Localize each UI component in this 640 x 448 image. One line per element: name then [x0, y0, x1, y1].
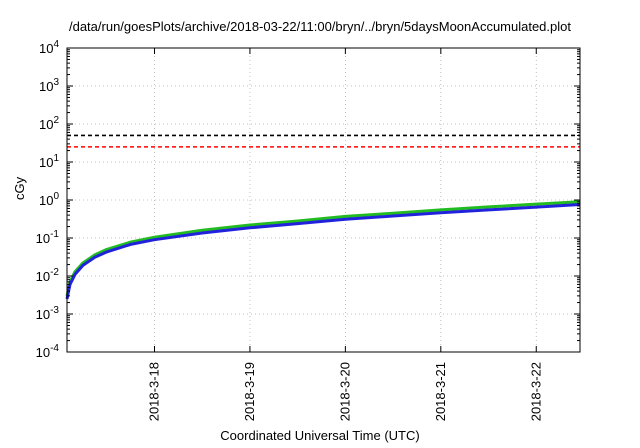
- series-lines: [65, 200, 581, 300]
- x-tick-label: 2018-3-20: [337, 362, 352, 421]
- x-tick-label: 2018-3-22: [528, 362, 543, 421]
- x-tick-label: 2018-3-21: [433, 362, 448, 421]
- y-tick-label: 104: [39, 39, 59, 56]
- y-tick-label: 103: [39, 77, 59, 94]
- y-tick-label: 10-3: [36, 305, 60, 322]
- series-line: [65, 203, 581, 300]
- y-tick-label: 10-4: [36, 343, 60, 360]
- y-tick-label: 102: [39, 115, 59, 132]
- ticks: 10-4 10-3 10-2 10-1 100 101 102 103 104 2018-3-18…: [36, 39, 580, 421]
- y-tick-label: 101: [39, 153, 59, 170]
- y-tick-label: 10-2: [36, 267, 60, 284]
- y-tick-label: 100: [39, 191, 59, 208]
- series-line: [65, 200, 581, 297]
- x-tick-label: 2018-3-18: [146, 362, 161, 421]
- x-axis-label: Coordinated Universal Time (UTC): [220, 428, 420, 443]
- x-tick-label: 2018-3-19: [242, 362, 257, 421]
- chart-title: /data/run/goesPlots/archive/2018-03-22/1…: [68, 19, 571, 34]
- grid: [67, 48, 580, 352]
- threshold-lines: [67, 134, 580, 148]
- y-tick-label: 10-1: [36, 229, 60, 246]
